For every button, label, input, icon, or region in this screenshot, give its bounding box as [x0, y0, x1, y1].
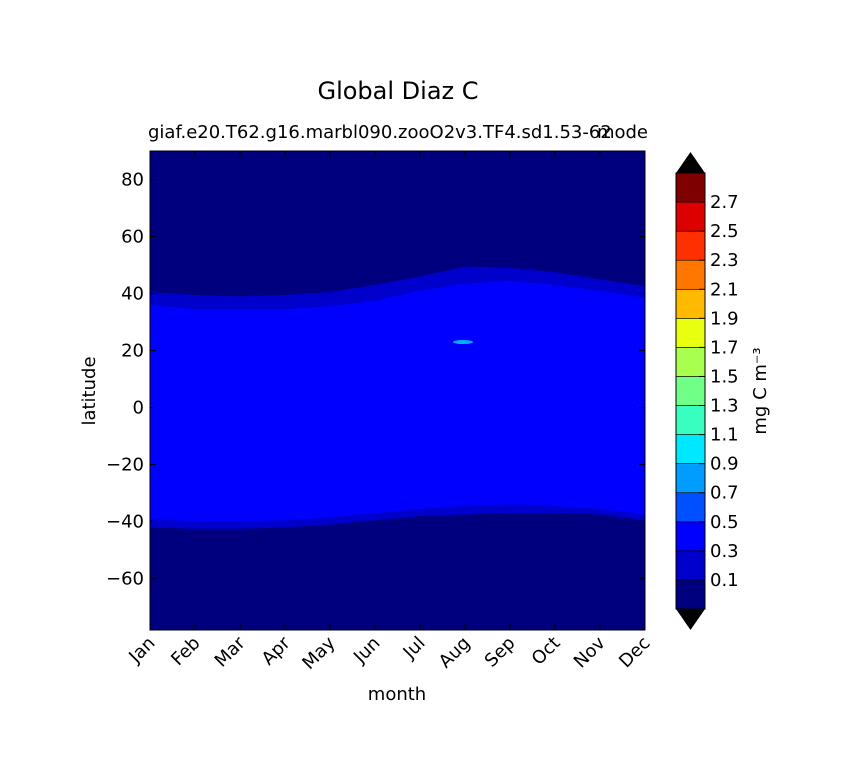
- colorbar-segment: [675, 376, 706, 406]
- colorbar-segment: [675, 521, 706, 552]
- y-tick-label: −60: [106, 569, 144, 590]
- x-tick-label: Apr: [258, 632, 295, 669]
- colorbar-segment: [675, 318, 706, 348]
- colorbar-segment: [675, 550, 706, 581]
- x-tick-label: Jun: [349, 633, 384, 668]
- contour-hotspot: [453, 340, 473, 345]
- colorbar-tick-label: 2.7: [710, 192, 739, 213]
- chart-title: Global Diaz C: [317, 77, 478, 105]
- plot-frame: [149, 150, 646, 631]
- x-tick-label: Jul: [399, 633, 430, 664]
- colorbar-tick-label: 2.1: [710, 279, 739, 300]
- plot-area: [149, 150, 646, 631]
- colorbar-tick-label: 1.5: [710, 366, 739, 387]
- colorbar-segment: [675, 172, 706, 203]
- colorbar-extend-over: [676, 152, 705, 173]
- colorbar-segment: [675, 201, 706, 232]
- x-axis-label: month: [368, 684, 426, 705]
- colorbar-tick-label: 0.5: [710, 512, 739, 533]
- x-tick-label: Jan: [124, 633, 159, 668]
- colorbar-tick-label: 1.7: [710, 337, 739, 358]
- colorbar: 0.1 0.3 0.5 0.7 0.9 1.1 1.3 1.5 1.7 1.9 2.1 2.3 2.5 2…: [675, 152, 739, 630]
- colorbar-tick-label: 0.3: [710, 541, 739, 562]
- colorbar-segment: [675, 492, 706, 523]
- colorbar-label: mg C m⁻³: [750, 347, 771, 434]
- x-tick-label: Oct: [528, 633, 565, 670]
- y-tick-label: 40: [121, 284, 144, 305]
- colorbar-segment: [675, 259, 706, 290]
- colorbar-segment: [675, 463, 706, 494]
- x-tick-label: Dec: [615, 633, 654, 672]
- colorbar-tick-label: 0.7: [710, 483, 739, 504]
- contour-band-0p4: [150, 280, 645, 522]
- colorbar-segment: [675, 579, 706, 610]
- colorbar-tick-label: 1.9: [710, 308, 739, 329]
- x-tick-label: Aug: [435, 633, 475, 673]
- x-tick-label: May: [298, 632, 339, 673]
- colorbar-tick-label: 1.3: [710, 396, 739, 417]
- x-tick-label: Sep: [481, 633, 520, 672]
- colorbar-segment: [675, 288, 706, 319]
- y-tick-label: 80: [121, 170, 144, 191]
- y-tick-label: 0: [133, 398, 144, 419]
- colorbar-tick-label: 2.5: [710, 221, 739, 242]
- colorbar-tick-label: 0.1: [710, 570, 739, 591]
- colorbar-tick-label: 0.9: [710, 454, 739, 475]
- colorbar-segment: [675, 347, 706, 377]
- colorbar-tick-label: 1.1: [710, 425, 739, 446]
- y-axis: 80 60 40 20 0 −20 −40 −60: [106, 170, 645, 590]
- colorbar-segment: [675, 405, 706, 435]
- y-tick-label: 20: [121, 341, 144, 362]
- x-tick-label: Mar: [211, 632, 250, 671]
- colorbar-frame: [675, 172, 706, 610]
- colorbar-segment: [675, 230, 706, 261]
- colorbar-tick-label: 2.3: [710, 250, 739, 271]
- x-tick-label: Feb: [167, 633, 204, 670]
- y-axis-label: latitude: [79, 356, 100, 425]
- colorbar-segment: [675, 434, 706, 464]
- y-tick-label: −40: [106, 512, 144, 533]
- chart-subtitle-left: giaf.e20.T62.g16.marbl090.zooO2v3.TF4.sd…: [148, 122, 612, 143]
- chart-subtitle-right: mode: [597, 122, 648, 143]
- x-tick-label: Nov: [570, 632, 610, 672]
- y-tick-label: 60: [121, 227, 144, 248]
- y-tick-label: −20: [106, 455, 144, 476]
- colorbar-extend-under: [676, 609, 705, 630]
